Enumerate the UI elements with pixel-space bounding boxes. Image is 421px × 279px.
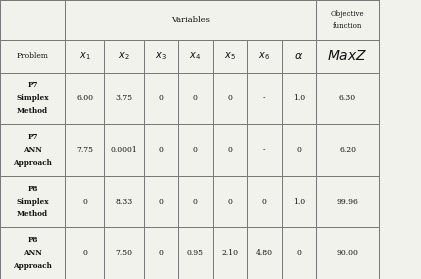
Text: Simplex: Simplex [16, 198, 49, 206]
Text: Problem: Problem [16, 52, 49, 61]
Text: Simplex: Simplex [16, 94, 49, 102]
Text: 0: 0 [158, 198, 163, 206]
Text: 0: 0 [227, 146, 232, 154]
Text: 7.50: 7.50 [115, 249, 133, 257]
Text: 6.30: 6.30 [339, 94, 356, 102]
Text: Variables: Variables [171, 16, 210, 24]
Text: 6.00: 6.00 [76, 94, 93, 102]
Text: $MaxZ$: $MaxZ$ [327, 49, 368, 64]
Text: 0: 0 [158, 94, 163, 102]
Text: 99.96: 99.96 [337, 198, 358, 206]
Text: 0: 0 [83, 198, 87, 206]
Text: $x_1$: $x_1$ [79, 50, 91, 62]
Text: $x_3$: $x_3$ [155, 50, 167, 62]
Text: 0.0001: 0.0001 [111, 146, 137, 154]
Text: 0: 0 [227, 94, 232, 102]
Text: P7: P7 [27, 133, 38, 141]
Text: Approach: Approach [13, 262, 52, 270]
Text: P8: P8 [27, 236, 38, 244]
Text: $x_5$: $x_5$ [224, 50, 236, 62]
Text: ANN: ANN [23, 146, 42, 154]
Text: 0: 0 [158, 249, 163, 257]
Text: 0: 0 [158, 146, 163, 154]
Text: Method: Method [17, 107, 48, 115]
Text: 1.0: 1.0 [293, 94, 305, 102]
Text: -: - [263, 146, 266, 154]
Text: 4.80: 4.80 [256, 249, 273, 257]
Text: 0: 0 [296, 146, 301, 154]
Text: 8.33: 8.33 [115, 198, 133, 206]
Text: 0: 0 [296, 249, 301, 257]
Text: 3.75: 3.75 [115, 94, 133, 102]
Text: 0: 0 [193, 198, 198, 206]
Text: P8: P8 [27, 185, 38, 193]
Text: 0: 0 [83, 249, 87, 257]
Text: 7.75: 7.75 [76, 146, 93, 154]
Text: $\alpha$: $\alpha$ [294, 52, 304, 61]
Text: 6.20: 6.20 [339, 146, 356, 154]
Text: 0: 0 [193, 94, 198, 102]
Text: 90.00: 90.00 [337, 249, 358, 257]
Text: 0: 0 [193, 146, 198, 154]
Text: -: - [263, 94, 266, 102]
Text: Method: Method [17, 210, 48, 218]
Text: 2.10: 2.10 [221, 249, 238, 257]
Text: ANN: ANN [23, 249, 42, 257]
Text: P7: P7 [27, 81, 38, 90]
Text: $x_4$: $x_4$ [189, 50, 201, 62]
Text: 1.0: 1.0 [293, 198, 305, 206]
Text: 0.95: 0.95 [187, 249, 204, 257]
Text: $x_2$: $x_2$ [118, 50, 130, 62]
Text: 0: 0 [262, 198, 267, 206]
Text: 0: 0 [227, 198, 232, 206]
Text: Approach: Approach [13, 159, 52, 167]
Text: Objective
function: Objective function [331, 10, 364, 30]
Text: $x_6$: $x_6$ [258, 50, 270, 62]
